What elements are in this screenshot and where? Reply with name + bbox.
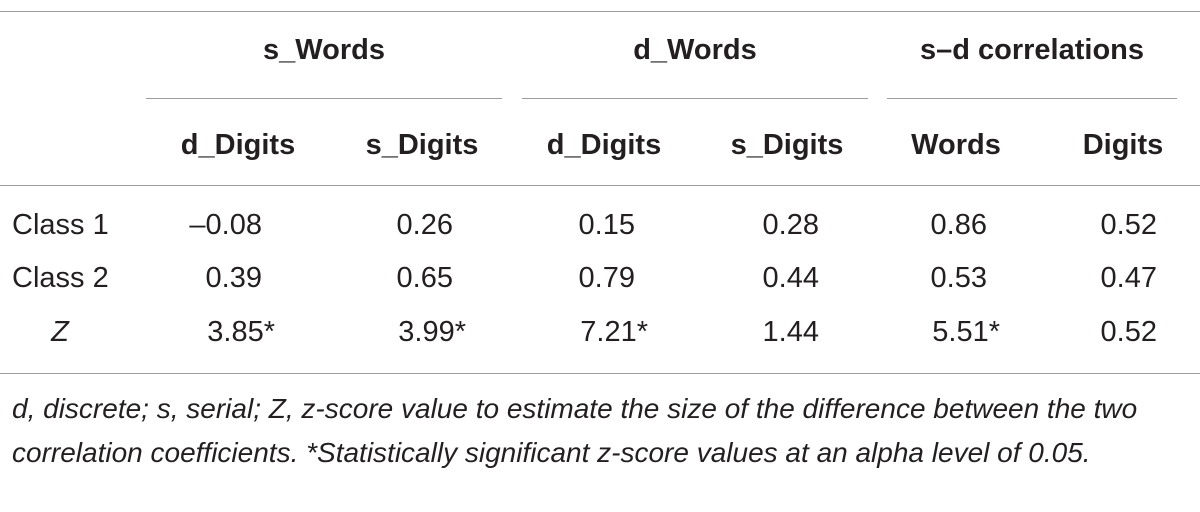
table-cell: 0.79 xyxy=(578,262,635,294)
table-cell: 0.39 xyxy=(205,262,262,294)
table-cell: 0.47 xyxy=(1100,262,1157,294)
column-header: s_Digits xyxy=(365,129,479,161)
table-cell: 7.21* xyxy=(580,316,648,348)
group-underline-s-d-correlations xyxy=(887,98,1177,99)
table-footnote: d, discrete; s, serial; Z, z-score value… xyxy=(12,393,1138,468)
column-header: Digits xyxy=(1082,129,1164,161)
table-cell: 3.99* xyxy=(398,316,466,348)
column-header: d_Digits xyxy=(546,129,662,161)
row-label: Z xyxy=(51,316,69,348)
table-cell: 0.44 xyxy=(762,262,819,294)
top-rule xyxy=(0,11,1200,12)
table-cell: 0.65 xyxy=(396,262,453,294)
group-underline-d-words xyxy=(522,98,868,99)
column-header: s_Digits xyxy=(730,129,844,161)
table-cell: 5.51* xyxy=(932,316,1000,348)
table-cell: –0.08 xyxy=(189,209,262,241)
bottom-rule xyxy=(0,373,1200,374)
table-cell: 0.86 xyxy=(930,209,987,241)
table-cell: 0.28 xyxy=(762,209,819,241)
table-cell: 0.53 xyxy=(930,262,987,294)
table-cell: 0.15 xyxy=(578,209,635,241)
table-cell: 0.26 xyxy=(396,209,453,241)
group-header-s-words: s_Words xyxy=(263,34,385,66)
table-cell: 0.52 xyxy=(1100,316,1157,348)
table-cell: 3.85* xyxy=(207,316,275,348)
row-label: Class 1 xyxy=(12,209,109,241)
header-bottom-rule xyxy=(0,185,1200,186)
column-header: Words xyxy=(911,129,1001,161)
group-header-s-d-correlations: s–d correlations xyxy=(919,34,1145,66)
table-cell: 0.52 xyxy=(1100,209,1157,241)
group-underline-s-words xyxy=(146,98,502,99)
group-header-d-words: d_Words xyxy=(633,34,757,66)
column-header: d_Digits xyxy=(180,129,296,161)
table-cell: 1.44 xyxy=(762,316,819,348)
row-label: Class 2 xyxy=(12,262,109,294)
